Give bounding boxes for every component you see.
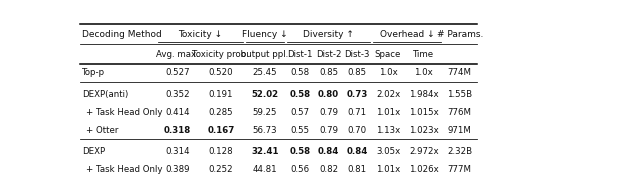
Text: 0.285: 0.285 <box>209 108 233 117</box>
Text: Decoding Method: Decoding Method <box>83 30 162 39</box>
Text: 774M: 774M <box>448 68 472 77</box>
Text: Avg. max.: Avg. max. <box>156 50 198 59</box>
Text: Space: Space <box>375 50 401 59</box>
Text: 1.026x: 1.026x <box>409 165 438 174</box>
Text: 1.015x: 1.015x <box>409 108 438 117</box>
Text: Toxicity ↓: Toxicity ↓ <box>179 30 223 39</box>
Text: + Task Head Only: + Task Head Only <box>86 108 163 117</box>
Text: + Otter: + Otter <box>86 126 118 135</box>
Text: 2.32B: 2.32B <box>447 147 472 156</box>
Text: 2.02x: 2.02x <box>376 90 400 99</box>
Text: 32.41: 32.41 <box>251 147 278 156</box>
Text: 1.13x: 1.13x <box>376 126 400 135</box>
Text: Diversity ↑: Diversity ↑ <box>303 30 354 39</box>
Text: Fluency ↓: Fluency ↓ <box>242 30 287 39</box>
Text: Top-p: Top-p <box>83 68 106 77</box>
Text: 0.58: 0.58 <box>289 147 310 156</box>
Text: output ppl.: output ppl. <box>241 50 289 59</box>
Text: 59.25: 59.25 <box>253 108 277 117</box>
Text: 0.58: 0.58 <box>290 68 309 77</box>
Text: 0.252: 0.252 <box>209 165 233 174</box>
Text: 1.55B: 1.55B <box>447 90 472 99</box>
Text: Dist-1: Dist-1 <box>287 50 312 59</box>
Text: 0.389: 0.389 <box>165 165 189 174</box>
Text: 0.70: 0.70 <box>348 126 367 135</box>
Text: 3.05x: 3.05x <box>376 147 400 156</box>
Text: 0.81: 0.81 <box>348 165 367 174</box>
Text: 52.02: 52.02 <box>251 90 278 99</box>
Text: 1.0x: 1.0x <box>379 68 397 77</box>
Text: 0.128: 0.128 <box>209 147 233 156</box>
Text: Time: Time <box>413 50 435 59</box>
Text: 0.79: 0.79 <box>319 126 338 135</box>
Text: 1.01x: 1.01x <box>376 165 400 174</box>
Text: 0.191: 0.191 <box>209 90 233 99</box>
Text: 0.414: 0.414 <box>165 108 189 117</box>
Text: 0.318: 0.318 <box>164 126 191 135</box>
Text: 0.352: 0.352 <box>165 90 189 99</box>
Text: 0.80: 0.80 <box>318 90 339 99</box>
Text: 0.84: 0.84 <box>346 147 368 156</box>
Text: 0.84: 0.84 <box>318 147 339 156</box>
Text: 1.984x: 1.984x <box>409 90 438 99</box>
Text: 56.73: 56.73 <box>252 126 277 135</box>
Text: 1.0x: 1.0x <box>414 68 433 77</box>
Text: 1.023x: 1.023x <box>409 126 438 135</box>
Text: Dist-2: Dist-2 <box>316 50 341 59</box>
Text: DEXP(anti): DEXP(anti) <box>83 90 129 99</box>
Text: 0.71: 0.71 <box>348 108 367 117</box>
Text: 0.73: 0.73 <box>346 90 368 99</box>
Text: 44.81: 44.81 <box>252 165 277 174</box>
Text: 0.82: 0.82 <box>319 165 338 174</box>
Text: 0.79: 0.79 <box>319 108 338 117</box>
Text: Overhead ↓: Overhead ↓ <box>380 30 434 39</box>
Text: 0.314: 0.314 <box>165 147 189 156</box>
Text: 0.58: 0.58 <box>289 90 310 99</box>
Text: 0.85: 0.85 <box>319 68 338 77</box>
Text: 0.55: 0.55 <box>290 126 309 135</box>
Text: 2.972x: 2.972x <box>409 147 438 156</box>
Text: Toxicity prob.: Toxicity prob. <box>193 50 249 59</box>
Text: 0.167: 0.167 <box>207 126 234 135</box>
Text: 0.527: 0.527 <box>165 68 189 77</box>
Text: + Task Head Only: + Task Head Only <box>86 165 163 174</box>
Text: 25.45: 25.45 <box>252 68 277 77</box>
Text: 777M: 777M <box>448 165 472 174</box>
Text: DEXP: DEXP <box>83 147 106 156</box>
Text: 0.56: 0.56 <box>290 165 309 174</box>
Text: 776M: 776M <box>448 108 472 117</box>
Text: 0.85: 0.85 <box>348 68 367 77</box>
Text: 0.520: 0.520 <box>209 68 233 77</box>
Text: 0.57: 0.57 <box>290 108 309 117</box>
Text: 971M: 971M <box>448 126 472 135</box>
Text: Dist-3: Dist-3 <box>344 50 370 59</box>
Text: # Params.: # Params. <box>436 30 483 39</box>
Text: 1.01x: 1.01x <box>376 108 400 117</box>
